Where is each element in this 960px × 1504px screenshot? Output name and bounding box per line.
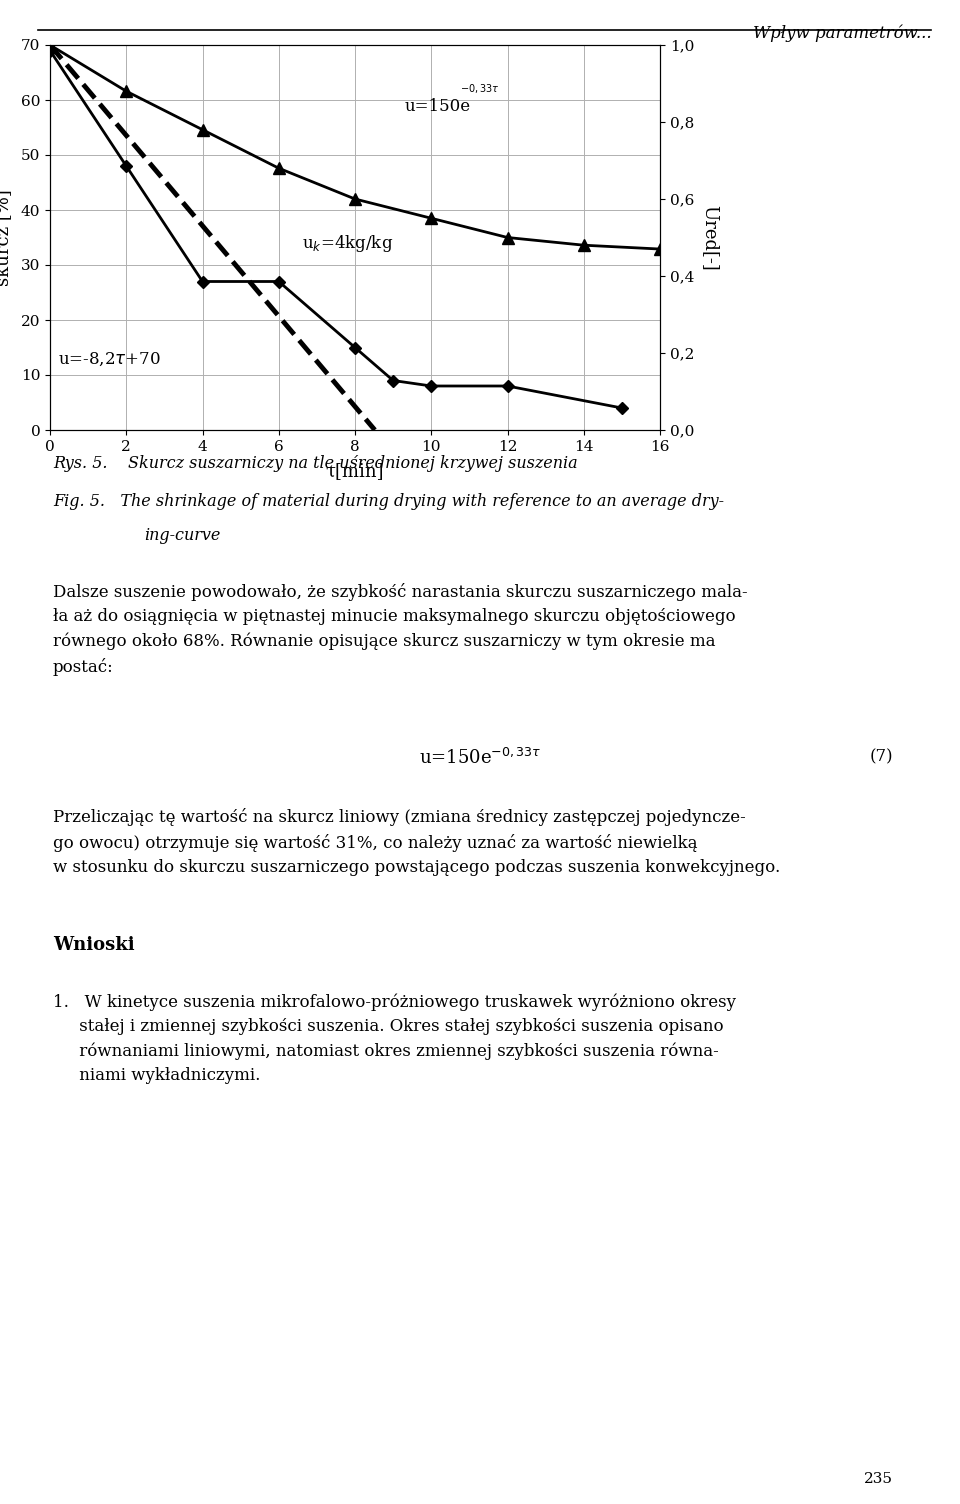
Text: u=150e$^{-0,33\tau}$: u=150e$^{-0,33\tau}$ <box>419 749 541 769</box>
Text: 1.   W kinetyce suszenia mikrofalowo-próżniowego truskawek wyróżniono okresy
   : 1. W kinetyce suszenia mikrofalowo-próżn… <box>53 994 735 1084</box>
Y-axis label: Ured[-]: Ured[-] <box>701 205 719 271</box>
Text: Dalsze suszenie powodowało, że szybkość narastania skurczu suszarniczego mala-
ł: Dalsze suszenie powodowało, że szybkość … <box>53 584 748 675</box>
Text: Rys. 5.    Skurcz suszarniczy na tle uśrednionej krzywej suszenia: Rys. 5. Skurcz suszarniczy na tle uśredn… <box>53 456 577 472</box>
Y-axis label: skurcz [%]: skurcz [%] <box>0 190 12 286</box>
Text: (7): (7) <box>869 749 893 766</box>
Text: 235: 235 <box>864 1472 893 1486</box>
Text: ing-curve: ing-curve <box>144 528 221 544</box>
Text: Fig. 5.   The shrinkage of material during drying with reference to an average d: Fig. 5. The shrinkage of material during… <box>53 493 724 510</box>
Text: Wnioski: Wnioski <box>53 937 134 954</box>
Text: u$_k$=4kg/kg: u$_k$=4kg/kg <box>301 233 393 254</box>
Text: u=-8,2$\tau$+70: u=-8,2$\tau$+70 <box>58 350 160 368</box>
Text: $^{-0,33\tau}$: $^{-0,33\tau}$ <box>460 84 499 98</box>
X-axis label: τ[min]: τ[min] <box>325 462 384 480</box>
Text: Przeliczając tę wartość na skurcz liniowy (zmiana średnicy zastępczej pojedyncze: Przeliczając tę wartość na skurcz liniow… <box>53 809 780 877</box>
Text: Wpływ parametrów...: Wpływ parametrów... <box>753 24 931 42</box>
Text: u=150e: u=150e <box>404 98 470 114</box>
